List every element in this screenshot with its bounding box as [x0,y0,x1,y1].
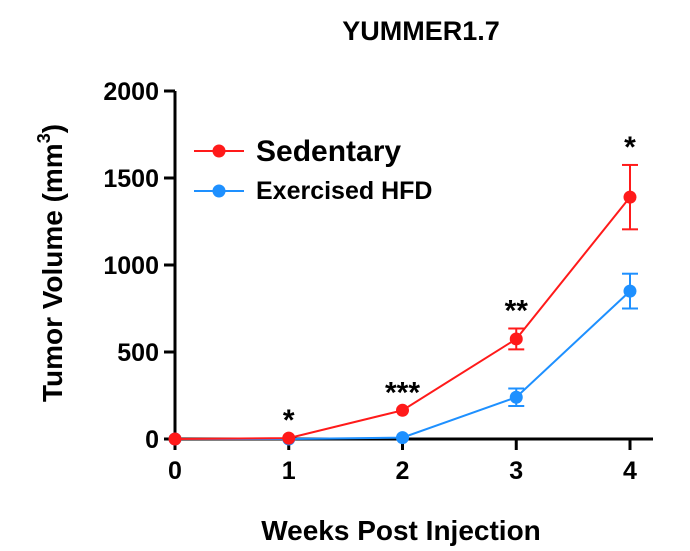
annotation-layer: ******* [283,131,636,437]
data-point-sedentary [623,190,637,204]
svg-text:Tumor Volume (mm3): Tumor Volume (mm3) [34,124,68,402]
x-tick-label: 3 [509,457,523,485]
x-ticks: 0 1 2 3 4 [168,439,637,485]
y-axis-label-main: Tumor Volume (mm [37,143,68,402]
data-point-exercised-hfd [623,284,637,298]
data-point-exercised-hfd [396,431,409,445]
y-axis-label: Tumor Volume (mm3) [34,124,68,402]
y-tick-label: 2000 [103,78,159,106]
significance-marker: ** [505,295,529,328]
data-point-sedentary [168,432,182,446]
legend-label-sedentary: Sedentary [256,135,401,168]
y-tick-label: 500 [117,339,159,367]
data-point-exercised-hfd [509,390,523,404]
x-axis-label: Weeks Post Injection [261,515,541,546]
x-tick-label: 2 [396,457,410,485]
significance-marker: * [624,131,636,164]
series-line-exercised-hfd [175,290,631,440]
x-tick-label: 1 [282,457,296,485]
y-tick-label: 1000 [103,252,159,280]
y-ticks: 0 500 1000 1500 2000 [103,78,175,454]
y-tick-label: 1500 [103,165,159,193]
legend-marker-exercised-hfd [212,184,226,198]
legend-marker-sedentary [212,144,226,158]
data-point-sedentary [282,431,296,445]
legend: Sedentary Exercised HFD [194,135,432,205]
data-point-sedentary [396,403,409,417]
significance-marker: * [283,404,295,437]
y-axis-label-close: ) [37,124,68,133]
series-layer [168,163,638,446]
x-tick-label: 0 [168,457,182,485]
significance-marker: *** [385,376,420,409]
legend-label-exercised-hfd: Exercised HFD [256,177,432,205]
chart-title: YUMMER1.7 [342,16,500,46]
x-tick-label: 4 [623,457,637,485]
y-tick-label: 0 [145,426,159,454]
y-axis-label-superscript: 3 [34,133,54,143]
data-point-sedentary [509,332,523,346]
